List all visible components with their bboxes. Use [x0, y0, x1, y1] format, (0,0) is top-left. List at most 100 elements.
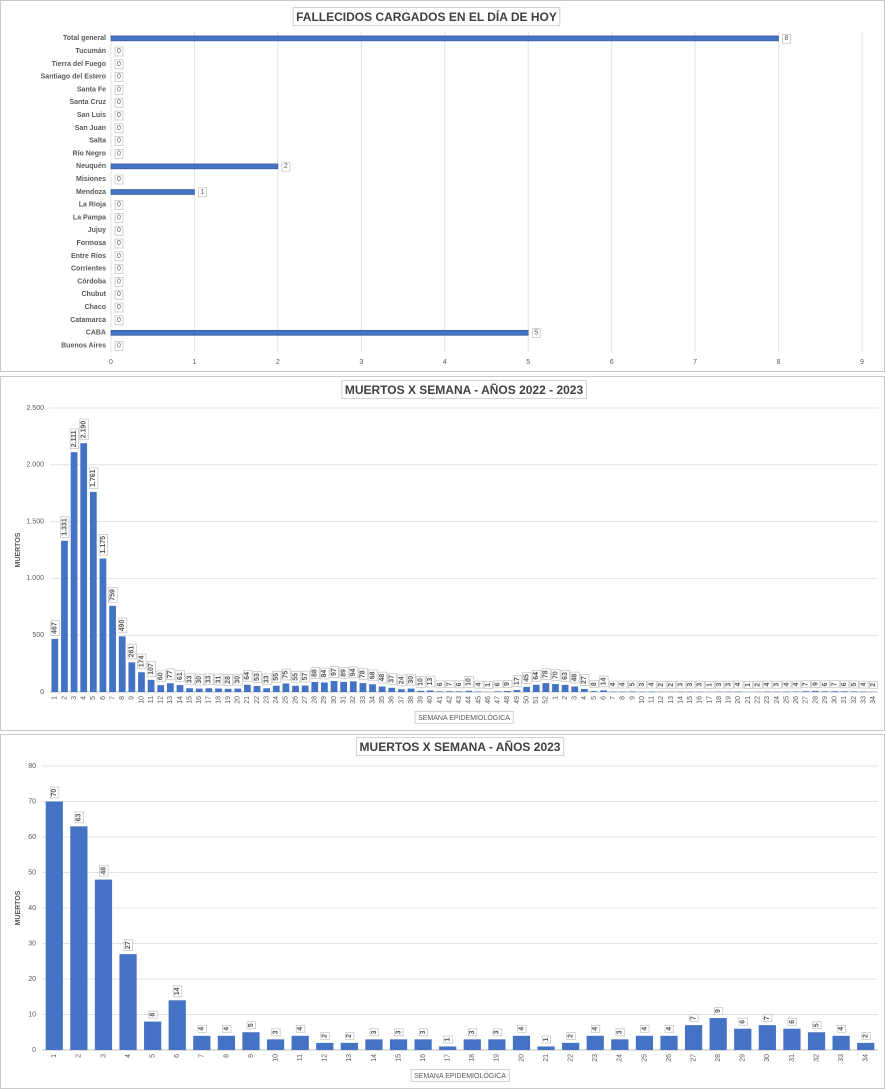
- x-tick-label: 14: [371, 1054, 378, 1062]
- label-box: [114, 46, 124, 57]
- bar: [488, 1039, 506, 1050]
- bar: [414, 1039, 432, 1050]
- x-tick-label: 23: [592, 1054, 599, 1062]
- data-label: 0: [117, 240, 121, 247]
- x-tick-label: 13: [167, 696, 174, 704]
- x-tick-label: 19: [225, 696, 232, 704]
- label-box: [734, 680, 744, 689]
- label-box: [356, 737, 565, 757]
- data-label: 24: [398, 676, 405, 684]
- label-box: [243, 669, 253, 682]
- bar: [340, 681, 348, 692]
- data-label: 1: [745, 683, 752, 687]
- label-box: [426, 675, 436, 688]
- data-label: 4: [199, 1027, 206, 1031]
- bar: [389, 1039, 408, 1050]
- label-box: [724, 680, 734, 689]
- bar: [193, 1035, 211, 1050]
- data-label: 33: [263, 675, 270, 683]
- data-label: 2.111: [71, 430, 78, 447]
- label-box: [868, 680, 879, 689]
- data-label: 64: [533, 672, 540, 680]
- label-box: [329, 666, 339, 678]
- x-tick-label: 1: [51, 1054, 58, 1058]
- bar: [144, 1021, 162, 1050]
- x-tick-label: 31: [841, 696, 848, 704]
- x-tick-label: 6: [600, 696, 607, 700]
- chart-title: FALLECIDOS CARGADOS EN EL DÍA DE HOY: [296, 9, 557, 24]
- x-tick-label: 1: [52, 696, 59, 700]
- data-label: 33: [186, 675, 193, 683]
- bar: [629, 691, 636, 692]
- label-box: [512, 675, 522, 687]
- x-tick-label: 2: [562, 696, 569, 700]
- bar: [94, 879, 113, 1050]
- x-tick-label: 24: [273, 696, 280, 704]
- data-label: 1: [706, 683, 713, 687]
- label-box: [418, 1028, 429, 1037]
- label-box: [271, 671, 282, 683]
- bar: [821, 691, 829, 692]
- bar: [45, 801, 63, 1050]
- data-label: 97: [331, 668, 338, 676]
- bar: [857, 1042, 875, 1050]
- data-label: 2: [567, 1034, 574, 1038]
- x-tick-label: 11: [297, 1054, 304, 1061]
- label-box: [166, 668, 176, 681]
- label-box: [114, 315, 124, 326]
- data-label: 4: [620, 683, 627, 687]
- x-tick-label: 34: [870, 696, 877, 704]
- label-box: [291, 671, 301, 683]
- data-label: 0: [117, 304, 121, 311]
- data-label: 31: [215, 676, 222, 684]
- data-label: 3: [617, 1030, 624, 1034]
- label-box: [114, 149, 124, 159]
- label-box: [320, 1032, 330, 1040]
- data-label: 70: [552, 671, 559, 679]
- data-label: 107: [148, 663, 155, 675]
- x-tick-label: 44: [466, 696, 473, 704]
- data-label: 61: [177, 672, 184, 680]
- x-tick-label: 35: [379, 696, 386, 704]
- bar: [807, 1032, 826, 1050]
- data-label: 3: [639, 683, 646, 687]
- data-label: 6: [456, 682, 463, 686]
- data-label: 174: [138, 655, 145, 667]
- bar: [119, 954, 137, 1050]
- x-tick-label: 8: [119, 696, 126, 700]
- bar: [532, 684, 540, 692]
- x-tick-label: 47: [495, 696, 502, 704]
- data-label: 0: [117, 61, 121, 68]
- category-label: Jujuy: [88, 227, 106, 234]
- y-tick-label: 60: [28, 834, 36, 841]
- x-tick-label: 5: [90, 696, 97, 700]
- x-tick-label: 7: [109, 696, 116, 700]
- data-label: 4: [783, 683, 790, 687]
- label-box: [89, 467, 99, 489]
- data-label: 0: [117, 342, 121, 349]
- bar: [831, 691, 839, 692]
- x-tick-label: 36: [389, 696, 396, 704]
- x-tick-label: 18: [215, 696, 222, 704]
- label-box: [114, 174, 124, 185]
- label-box: [114, 264, 124, 274]
- data-label: 63: [562, 672, 569, 680]
- category-label: San Juan: [75, 125, 106, 132]
- bar: [523, 686, 530, 692]
- data-label: 88: [312, 669, 319, 677]
- x-tick-label: 21: [543, 1054, 550, 1062]
- x-tick-label: 23: [764, 696, 771, 704]
- bar: [600, 690, 607, 692]
- bar: [110, 35, 779, 42]
- data-label: 4: [518, 1027, 525, 1031]
- bar: [224, 688, 232, 692]
- category-label: Entre Ríos: [71, 253, 106, 260]
- data-label: 48: [379, 674, 386, 682]
- label-box: [292, 7, 561, 27]
- category-label: Santa Fe: [77, 86, 106, 93]
- y-tick-label: 1.500: [26, 518, 44, 525]
- label-box: [801, 680, 811, 689]
- label-box: [753, 680, 763, 689]
- bar: [340, 1042, 358, 1050]
